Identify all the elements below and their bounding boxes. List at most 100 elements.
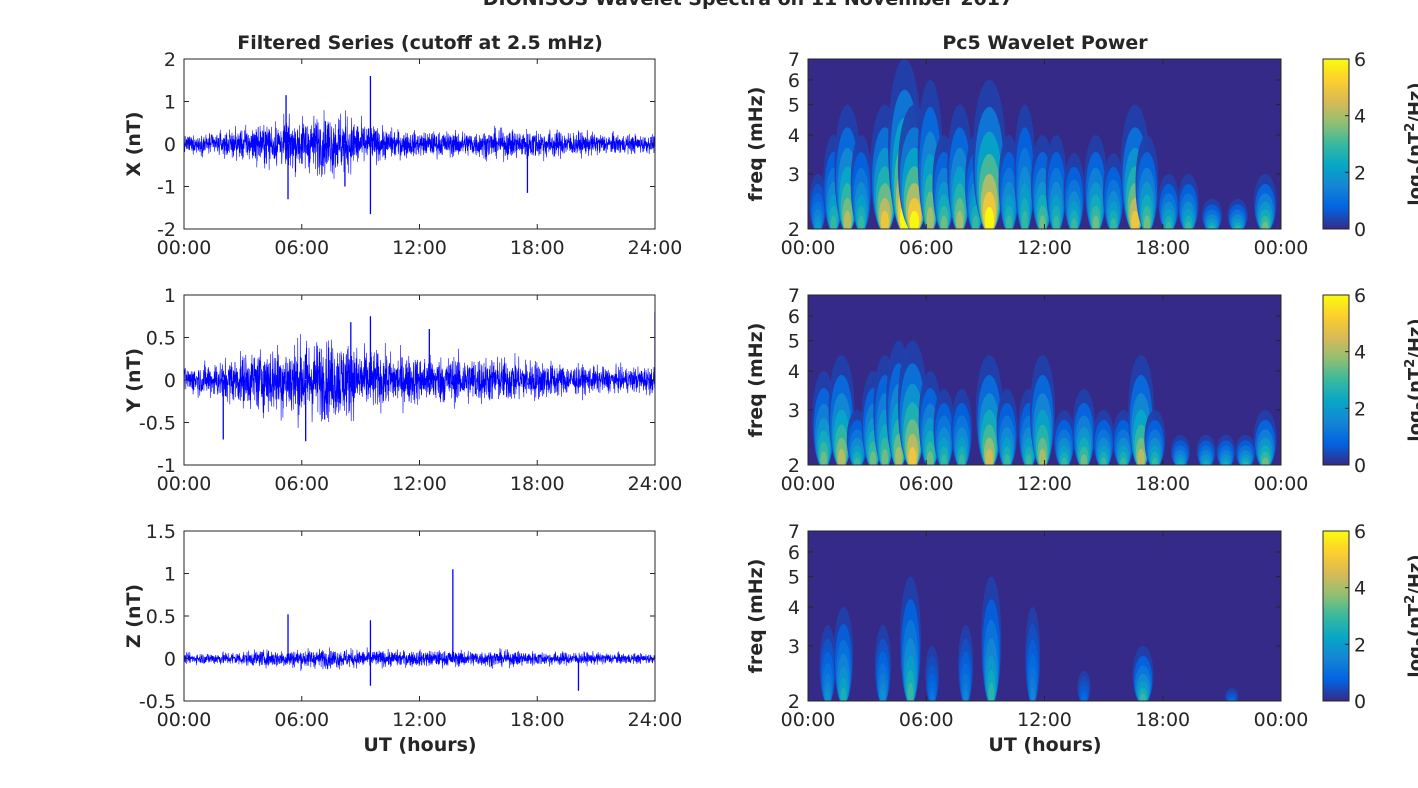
series-z-ytick-label: 1	[164, 564, 176, 586]
wavelet-y-burst	[985, 448, 994, 465]
wavelet-y-burst	[1223, 461, 1229, 465]
wavelet-x-burst	[956, 210, 964, 229]
wavelet-y-burst	[908, 446, 917, 465]
wavelet-x-burst	[843, 210, 852, 229]
wavelet-y-colorbar	[1322, 294, 1350, 466]
wavelet-x-burst	[1110, 218, 1117, 229]
wavelet-x-xtick-label: 06:00	[899, 237, 954, 259]
series-x-xtick-label: 18:00	[510, 237, 565, 259]
wavelet-z-ytick-label: 5	[788, 567, 800, 589]
series-y-xtick-label: 12:00	[392, 473, 447, 495]
wavelet-y-burst	[1262, 457, 1269, 465]
wavelet-y-burst	[1242, 461, 1249, 465]
wavelet-x-ytick-label: 7	[788, 49, 800, 71]
wavelet-z-ytick-label: 6	[788, 542, 800, 564]
wavelet-x-burst	[858, 215, 865, 229]
wavelet-y-burst	[1203, 461, 1209, 465]
wavelet-z-ytick-label: 2	[788, 691, 800, 713]
series-x-xtick-label: 24:00	[628, 237, 683, 259]
wavelet-x-burst	[984, 206, 994, 229]
wavelet-y-xtick-label: 00:00	[1254, 473, 1309, 495]
series-z-ytick-label: 0.5	[146, 606, 176, 628]
wavelet-z-xtick-label: 06:00	[899, 709, 954, 731]
wavelet-z-colorbar-label: 2	[1354, 634, 1366, 656]
series-y-ytick-label: 1	[164, 285, 176, 307]
series-z-xtick-label: 06:00	[274, 709, 329, 731]
wavelet-y-burst	[854, 457, 861, 465]
wavelet-x-burst	[926, 206, 934, 229]
wavelet-z-ytick-label: 7	[788, 521, 800, 543]
wavelet-y-xtick-label: 12:00	[1017, 473, 1072, 495]
wavelet-z-burst	[1030, 687, 1035, 701]
wavelet-y-burst	[837, 448, 846, 465]
wavelet-y-ytick-label: 3	[788, 400, 800, 422]
series-x-ytick-label: 0	[164, 134, 176, 156]
wavelet-z-colorbar-title: log2(nT2/Hz)	[1403, 554, 1418, 677]
left-xlabel: UT (hours)	[363, 734, 476, 756]
wavelet-x-burst	[1006, 215, 1012, 229]
wavelet-y-ylabel: freq (mHz)	[745, 323, 767, 438]
wavelet-y-burst	[1100, 457, 1107, 465]
wavelet-x-xtick-label: 00:00	[781, 237, 836, 259]
wavelet-y-burst	[1025, 454, 1032, 465]
wavelet-x-ytick-label: 2	[788, 219, 800, 241]
wavelet-x-xtick-label: 12:00	[1017, 237, 1072, 259]
wavelet-z-burst	[880, 690, 886, 701]
series-z-line	[184, 647, 655, 672]
series-z-plot	[184, 569, 655, 691]
wavelet-x-colorbar-label: 0	[1354, 219, 1366, 241]
wavelet-z-burst	[907, 682, 914, 701]
series-y-ytick-label: -0.5	[139, 413, 176, 435]
series-x-xtick-label: 12:00	[392, 237, 447, 259]
wavelet-x-burst	[1021, 210, 1028, 229]
wavelet-y-burst	[820, 451, 827, 465]
wavelet-x-ytick-label: 4	[788, 125, 800, 147]
wavelet-x-burst	[880, 210, 889, 229]
wavelet-x-ylabel: freq (mHz)	[745, 87, 767, 202]
wavelet-y-ytick-label: 6	[788, 306, 800, 328]
wavelet-y-colorbar-label: 6	[1354, 285, 1366, 307]
series-x-ylabel: X (nT)	[123, 111, 145, 176]
wavelet-x-colorbar-label: 4	[1354, 106, 1366, 128]
series-x-ytick-label: 1	[164, 92, 176, 114]
wavelet-x-colorbar	[1322, 58, 1350, 230]
series-z-ytick-label: -0.5	[139, 691, 176, 713]
wavelet-y-burst	[1061, 457, 1068, 465]
wavelet-z-ytick-label: 3	[788, 636, 800, 658]
wavelet-x-xtick-label: 18:00	[1135, 237, 1190, 259]
wavelet-x-burst	[1053, 215, 1060, 229]
series-z-xtick-label: 12:00	[392, 709, 447, 731]
wavelet-z-burst	[963, 690, 968, 701]
wavelet-y-burst	[1151, 457, 1158, 465]
wavelet-z-burst	[1082, 697, 1086, 701]
series-y-xtick-label: 18:00	[510, 473, 565, 495]
wavelet-y-xtick-label: 06:00	[899, 473, 954, 495]
figure-suptitle: DIONISOS Wavelet Spectra on 11 November …	[483, 0, 1014, 10]
series-x-plot	[184, 76, 655, 215]
wavelet-x-colorbar-label: 6	[1354, 49, 1366, 71]
wavelet-z-burst	[1229, 698, 1235, 701]
wavelet-x-burst	[1234, 225, 1241, 229]
wavelet-x-ytick-label: 3	[788, 164, 800, 186]
series-y-ytick-label: 0	[164, 370, 176, 392]
right-xlabel: UT (hours)	[988, 734, 1101, 756]
wavelet-y-burst	[1137, 448, 1145, 465]
right-column-title: Pc5 Wavelet Power	[942, 32, 1148, 54]
wavelet-z-burst	[930, 693, 935, 701]
wavelet-z-ylabel: freq (mHz)	[745, 559, 767, 674]
series-x-ytick-label: -1	[157, 177, 176, 199]
series-x-ytick-label: 2	[164, 49, 176, 71]
wavelet-y-ytick-label: 5	[788, 331, 800, 353]
series-x-xtick-label: 06:00	[274, 237, 329, 259]
wavelet-y-burst	[1177, 461, 1184, 465]
wavelet-x-burst	[1262, 221, 1269, 229]
wavelet-z-xtick-label: 12:00	[1017, 709, 1072, 731]
series-y-ytick-label: -1	[157, 455, 176, 477]
wavelet-y-xtick-label: 00:00	[781, 473, 836, 495]
series-x-line	[184, 110, 655, 179]
wavelet-x-burst	[972, 215, 979, 229]
wavelet-x-plot	[808, 59, 1281, 229]
wavelet-x-burst	[1143, 215, 1151, 229]
series-z-ytick-label: 1.5	[146, 521, 176, 543]
